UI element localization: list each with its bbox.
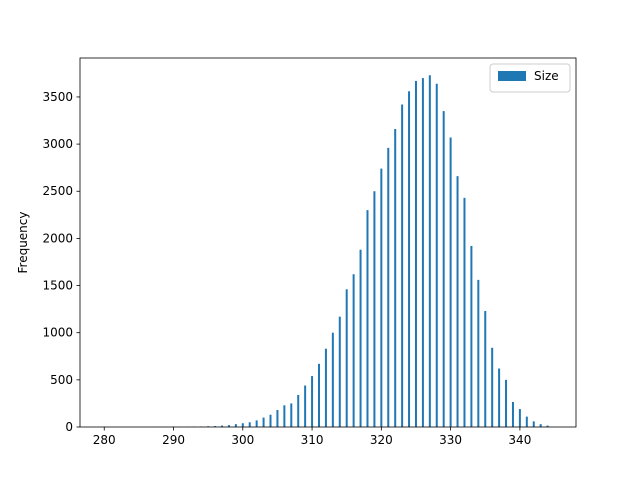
y-tick-label: 2500 — [42, 184, 73, 198]
bar — [214, 426, 217, 427]
bar — [290, 403, 293, 427]
y-tick-label: 2000 — [42, 231, 73, 245]
bar — [227, 425, 230, 427]
bar — [366, 210, 369, 427]
bar — [311, 376, 314, 427]
bar — [324, 348, 327, 427]
bar — [373, 191, 376, 427]
bar — [338, 316, 341, 427]
bar — [331, 332, 334, 427]
x-tick-label: 290 — [162, 433, 185, 447]
bar — [539, 424, 542, 427]
bar — [359, 249, 362, 427]
legend-swatch — [498, 71, 526, 81]
legend-label: Size — [534, 69, 559, 83]
bar — [408, 91, 411, 427]
bar — [456, 176, 459, 427]
bar — [352, 274, 355, 427]
x-tick-label: 340 — [508, 433, 531, 447]
y-tick-label: 500 — [50, 373, 73, 387]
bar — [505, 379, 508, 427]
x-tick-label: 320 — [370, 433, 393, 447]
bar — [470, 245, 473, 427]
bar — [394, 129, 397, 428]
bar — [428, 75, 431, 428]
x-tick-label: 280 — [93, 433, 116, 447]
bar — [477, 279, 480, 427]
y-tick-label: 1500 — [42, 279, 73, 293]
x-tick-label: 310 — [301, 433, 324, 447]
bar — [498, 368, 501, 427]
bar — [401, 104, 404, 427]
bar — [345, 289, 348, 427]
bar — [297, 394, 300, 427]
x-tick-label: 300 — [231, 433, 254, 447]
y-tick-label: 0 — [65, 420, 73, 434]
y-tick-label: 1000 — [42, 326, 73, 340]
bar — [491, 347, 494, 427]
bar — [532, 421, 535, 427]
bar — [518, 409, 521, 427]
bar — [511, 402, 514, 427]
bar — [546, 425, 549, 427]
bar — [525, 416, 528, 427]
bar — [304, 385, 307, 427]
bar — [255, 420, 258, 427]
bar — [380, 168, 383, 428]
bar — [414, 80, 417, 427]
plot-frame — [79, 57, 577, 428]
bar — [463, 197, 466, 427]
bar — [317, 363, 320, 427]
bar — [276, 410, 279, 427]
y-axis-label: Frequency — [16, 212, 30, 274]
bar — [241, 423, 244, 427]
bar — [435, 83, 438, 427]
bar — [449, 137, 452, 427]
bar — [269, 414, 272, 427]
x-tick-label: 330 — [439, 433, 462, 447]
bar — [221, 425, 224, 427]
bar — [421, 78, 424, 427]
bar — [283, 405, 286, 427]
bar — [442, 111, 445, 427]
bar — [234, 424, 237, 427]
y-tick-label: 3000 — [42, 137, 73, 151]
bar — [262, 417, 265, 427]
y-tick-label: 3500 — [42, 90, 73, 104]
bar — [484, 311, 487, 427]
bar — [248, 422, 251, 427]
bar — [387, 147, 390, 427]
